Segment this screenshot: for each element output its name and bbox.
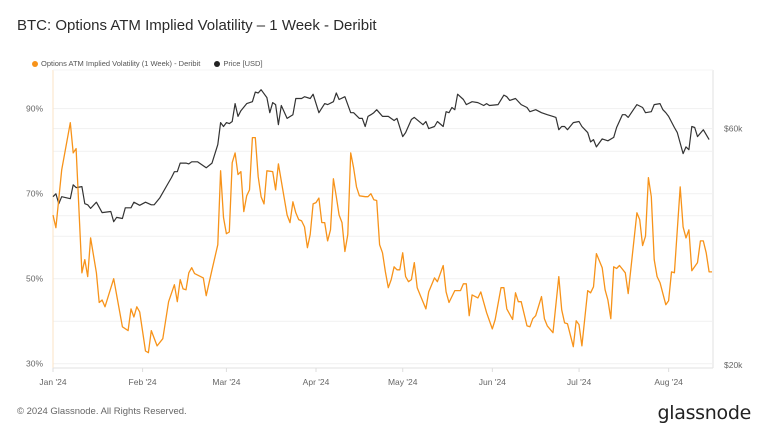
volatility-line xyxy=(52,122,712,354)
legend-dot-volatility-icon xyxy=(32,60,38,67)
gridlines xyxy=(53,108,712,365)
x-tick-label: Mar '24 xyxy=(212,377,240,387)
x-tick-label: Feb '24 xyxy=(129,377,157,387)
x-tick-label: Jul '24 xyxy=(567,377,592,387)
x-tick-label: Aug '24 xyxy=(654,377,683,387)
chart-title: BTC: Options ATM Implied Volatility – 1 … xyxy=(17,17,377,34)
y-left-tick-label: 50% xyxy=(26,274,43,284)
legend-item-volatility[interactable]: Options ATM Implied Volatility (1 Week) … xyxy=(32,59,200,68)
series-lines xyxy=(52,89,712,354)
y-right-tick-label: $60k xyxy=(724,124,743,134)
legend-label-volatility: Options ATM Implied Volatility (1 Week) … xyxy=(41,59,201,68)
y-left-tick-label: 70% xyxy=(26,189,43,199)
price-line xyxy=(52,89,710,223)
x-tick-label: Jan '24 xyxy=(39,377,66,387)
x-tick-label: Jun '24 xyxy=(479,377,506,387)
x-tick-label: May '24 xyxy=(388,377,418,387)
legend-label-price: Price [USD] xyxy=(223,59,263,68)
y-right-tick-label: $20k xyxy=(724,360,743,370)
legend: Options ATM Implied Volatility (1 Week) … xyxy=(32,59,263,68)
copyright-footer: © 2024 Glassnode. All Rights Reserved. xyxy=(17,406,187,417)
y-left-tick-label: 90% xyxy=(26,104,43,114)
legend-item-price[interactable]: Price [USD] xyxy=(214,59,263,68)
tick-labels: Jan '24 Feb '24 Mar '24 Apr '24 May '24 Jun '… xyxy=(26,104,743,387)
legend-dot-price-icon xyxy=(214,60,221,67)
y-left-tick-label: 30% xyxy=(26,359,43,369)
glassnode-logo[interactable]: glassnode xyxy=(657,402,752,424)
x-tick-label: Apr '24 xyxy=(303,377,330,387)
axes xyxy=(52,69,714,372)
